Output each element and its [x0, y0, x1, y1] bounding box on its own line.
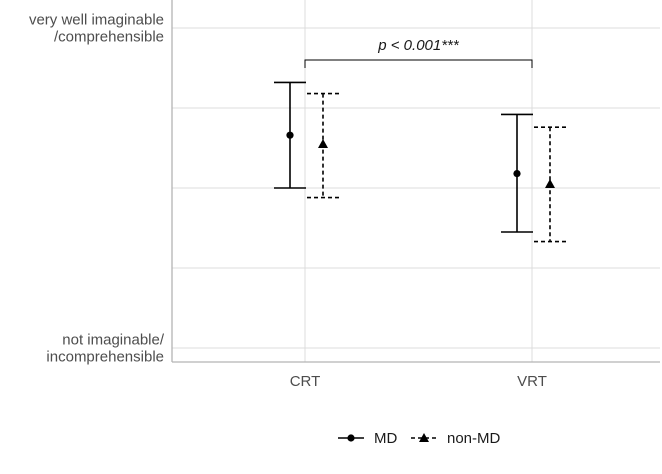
legend-key-marker [419, 433, 429, 442]
legend: MD non-MD [338, 430, 501, 447]
legend-label: MD [374, 430, 397, 447]
y-tick-label: /comprehensible [54, 29, 164, 46]
mean-marker [545, 179, 555, 188]
mean-marker [318, 139, 328, 148]
legend-key-marker [347, 434, 355, 442]
significance-bracket [304, 59, 533, 68]
axes: very well imaginable/comprehensible not i… [29, 0, 660, 390]
significance-label: p < 0.001*** [377, 37, 460, 54]
x-tick-label: CRT [290, 373, 321, 390]
y-tick-label: not imaginable/ [62, 332, 165, 349]
annotations: p < 0.001*** [304, 37, 533, 68]
data-layer [274, 81, 566, 243]
mean-marker [513, 170, 521, 178]
y-tick-label: very well imaginable [29, 12, 164, 29]
x-tick-label: VRT [517, 373, 547, 390]
y-tick-label: incomprehensible [46, 349, 164, 366]
grid [172, 0, 660, 362]
legend-label: non-MD [447, 430, 501, 447]
mean-marker [286, 131, 294, 139]
